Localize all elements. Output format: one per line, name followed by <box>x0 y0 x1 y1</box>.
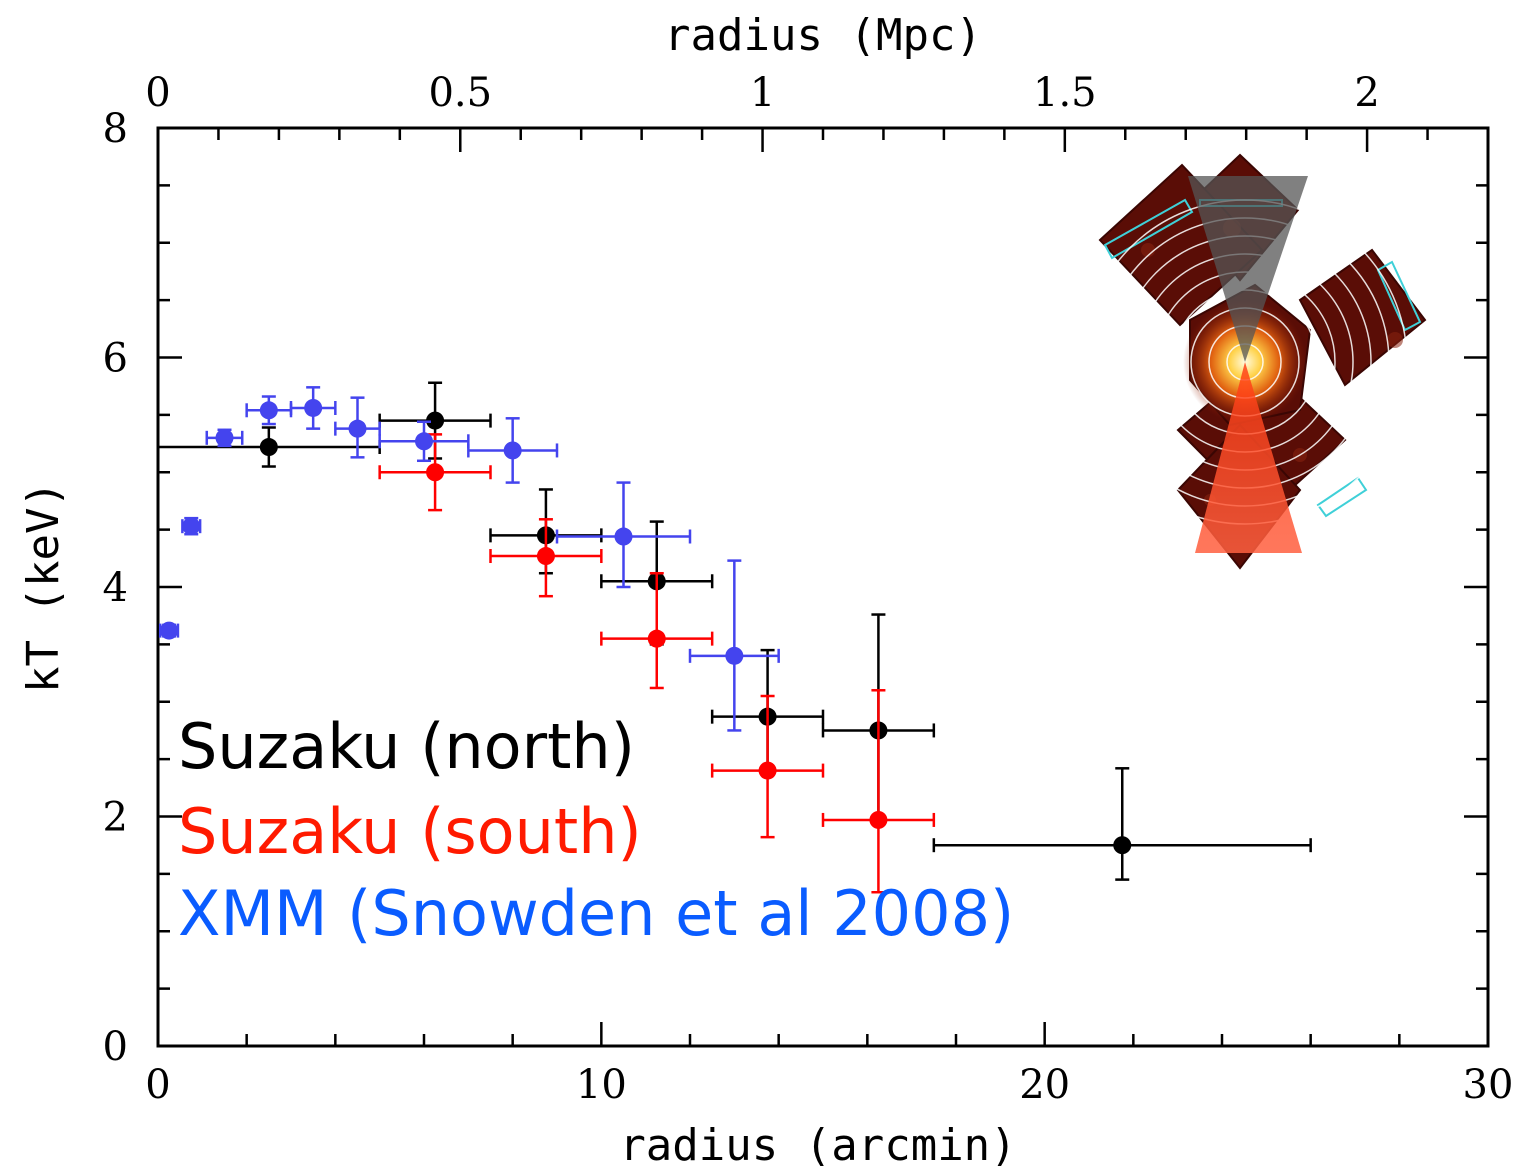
data-point <box>348 419 367 438</box>
data-point <box>614 527 633 546</box>
data-point <box>259 438 278 457</box>
data-point <box>1113 836 1132 855</box>
data-point <box>503 441 522 460</box>
y-tick-label: 4 <box>103 565 128 611</box>
top-x-axis-title: radius (Mpc) <box>664 10 982 61</box>
legend-entry-xmm: XMM (Snowden et al 2008) <box>178 877 1014 950</box>
plot-area <box>156 381 1312 894</box>
south-sector-wedge <box>1195 362 1302 553</box>
data-point <box>160 621 179 640</box>
x2-tick-label: 0 <box>145 70 170 116</box>
data-point <box>869 810 888 829</box>
suzaku-mosaic-inset-image <box>1082 153 1427 570</box>
legend-entry-suzaku-north: Suzaku (north) <box>178 710 635 783</box>
x-tick-label: 0 <box>145 1062 170 1108</box>
data-point <box>426 411 445 430</box>
data-point <box>647 629 666 648</box>
axis-ticks <box>156 126 1490 1048</box>
data-point <box>215 428 234 447</box>
x-axis-title: radius (arcmin) <box>619 1120 1016 1170</box>
series-1 <box>378 433 936 894</box>
y-tick-label: 0 <box>103 1024 128 1070</box>
y-tick-label: 2 <box>103 795 128 841</box>
error-bar <box>932 767 1312 881</box>
data-point <box>536 547 555 566</box>
x-tick-label: 30 <box>1463 1062 1514 1108</box>
region-box-south <box>1316 476 1368 518</box>
data-point <box>725 646 744 665</box>
y-tick-label: 6 <box>103 336 128 382</box>
y-axis-title: kT (keV) <box>18 481 69 693</box>
error-bar <box>821 689 936 894</box>
error-bar <box>688 559 780 732</box>
region-box-northwest <box>1103 198 1194 260</box>
x2-tick-label: 1 <box>750 70 775 116</box>
legend-entry-suzaku-south: Suzaku (south) <box>178 795 642 868</box>
legend: Suzaku (north) Suzaku (south) XMM (Snowd… <box>178 710 1014 950</box>
y-tick-label: 8 <box>103 106 128 152</box>
data-point <box>259 401 278 420</box>
north-sector-wedge <box>1188 176 1308 362</box>
x2-tick-label: 0.5 <box>428 70 492 116</box>
data-point <box>758 761 777 780</box>
series-2 <box>158 386 780 732</box>
data-point <box>415 432 433 451</box>
data-point <box>182 517 201 536</box>
data-point <box>304 398 323 417</box>
region-box-east <box>1376 260 1422 332</box>
x2-tick-label: 1.5 <box>1033 70 1097 116</box>
x2-tick-label: 2 <box>1354 70 1379 116</box>
x-tick-label: 20 <box>1019 1062 1070 1108</box>
x-tick-label: 10 <box>576 1062 627 1108</box>
data-point <box>426 463 445 482</box>
